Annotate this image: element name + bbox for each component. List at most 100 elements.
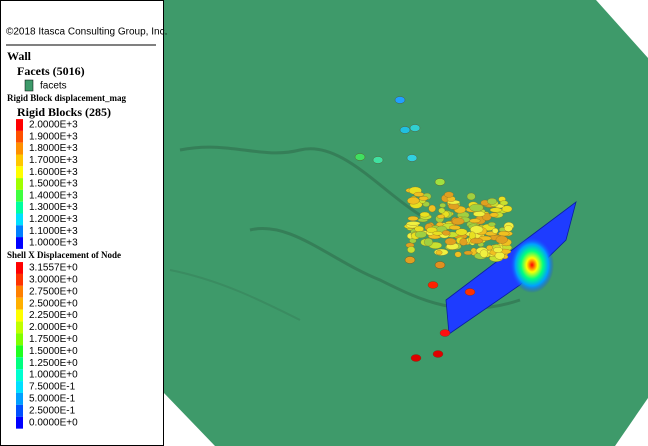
legend-swatch — [16, 285, 23, 298]
legend-label: 2.5000E+0 — [29, 298, 78, 309]
legend-label: 3.1557E+0 — [29, 263, 78, 274]
legend-swatch — [16, 166, 23, 179]
block — [487, 221, 496, 227]
block — [495, 235, 508, 244]
block — [493, 247, 503, 253]
facets-title: Facets (5016) — [17, 64, 85, 78]
legend-label: 1.2000E+3 — [29, 214, 78, 225]
attribute-title: Rigid Block displacement_mag — [7, 93, 127, 103]
model-view — [163, 0, 648, 446]
block — [448, 225, 461, 230]
block — [469, 203, 484, 212]
legend-label: 1.8000E+3 — [29, 143, 78, 154]
block — [444, 191, 454, 198]
block — [434, 261, 446, 269]
legend-label: 0.0000E+0 — [29, 417, 78, 428]
block — [418, 196, 429, 201]
block — [434, 178, 446, 186]
block — [438, 207, 446, 214]
wall-title: Wall — [7, 49, 32, 63]
block — [407, 216, 419, 221]
block — [469, 218, 481, 224]
legend-label: 1.9000E+3 — [29, 131, 78, 142]
block — [492, 227, 499, 234]
block — [499, 200, 509, 206]
legend-swatch — [16, 333, 23, 346]
shell-hotspot — [510, 237, 554, 293]
legend-swatch — [16, 381, 23, 393]
block — [432, 231, 443, 236]
legend-swatch — [16, 119, 23, 131]
block — [489, 207, 502, 213]
wall-facets — [163, 0, 648, 446]
block — [426, 226, 438, 234]
legend-label: 1.1000E+3 — [29, 226, 78, 237]
legend-swatch — [16, 189, 23, 202]
legend-label: 2.0000E+3 — [29, 120, 78, 131]
block — [498, 231, 510, 237]
legend-swatch — [16, 262, 23, 274]
block — [473, 211, 486, 217]
legend-label: 1.7000E+3 — [29, 155, 78, 166]
shell-title: Shell X Displacement of Node — [7, 250, 121, 260]
rigid-blocks-title: Rigid Blocks (285) — [17, 105, 111, 119]
legend-label: 7.5000E-1 — [29, 382, 76, 393]
block — [423, 237, 433, 247]
block — [414, 231, 427, 239]
block — [406, 154, 418, 162]
legend-label: 2.7500E+0 — [29, 286, 78, 297]
block — [487, 198, 497, 205]
block — [464, 288, 476, 296]
legend-swatch — [16, 225, 23, 238]
block — [466, 192, 476, 201]
block — [413, 192, 425, 197]
rigid-blocks — [354, 96, 514, 362]
block — [436, 214, 445, 219]
legend-swatch — [16, 273, 23, 286]
block — [354, 153, 366, 161]
block — [501, 205, 513, 213]
block — [409, 124, 421, 132]
block — [435, 250, 443, 255]
block — [407, 197, 420, 205]
legend-label: 1.5000E+3 — [29, 179, 78, 190]
block — [470, 237, 484, 244]
legend-swatch — [16, 392, 23, 405]
legend-swatch — [16, 321, 23, 334]
legend-label: 3.0000E+0 — [29, 275, 78, 286]
legend-swatch — [16, 154, 23, 167]
legend-label: 5.0000E-1 — [29, 394, 76, 405]
block — [470, 225, 484, 234]
legend-swatch — [16, 213, 23, 226]
terrain-ridge — [169, 269, 301, 321]
block — [427, 281, 439, 289]
block — [504, 225, 513, 232]
block — [414, 225, 424, 233]
block — [479, 249, 489, 258]
block — [444, 238, 457, 246]
legend-swatch — [16, 416, 23, 429]
legend-swatch — [16, 309, 23, 322]
legend-swatch — [16, 178, 23, 190]
legend-swatch — [16, 237, 23, 249]
block — [459, 238, 468, 246]
copyright: ©2018 Itasca Consulting Group, Inc. — [6, 27, 167, 38]
legend-label: 1.2500E+0 — [29, 358, 78, 369]
block — [399, 126, 411, 134]
block — [451, 217, 465, 225]
block — [463, 250, 473, 256]
block — [432, 350, 444, 358]
legend-label: 1.0000E+0 — [29, 370, 78, 381]
block — [406, 221, 421, 226]
legend-label: 2.5000E-1 — [29, 405, 76, 416]
block — [404, 256, 416, 264]
legend-label: 2.0000E+0 — [29, 322, 78, 333]
facets-label: facets — [40, 81, 67, 92]
legend-swatch — [16, 142, 23, 155]
block — [407, 246, 416, 254]
block — [442, 230, 451, 236]
block — [419, 211, 430, 218]
terrain-ridge — [179, 145, 421, 217]
block — [439, 202, 446, 208]
